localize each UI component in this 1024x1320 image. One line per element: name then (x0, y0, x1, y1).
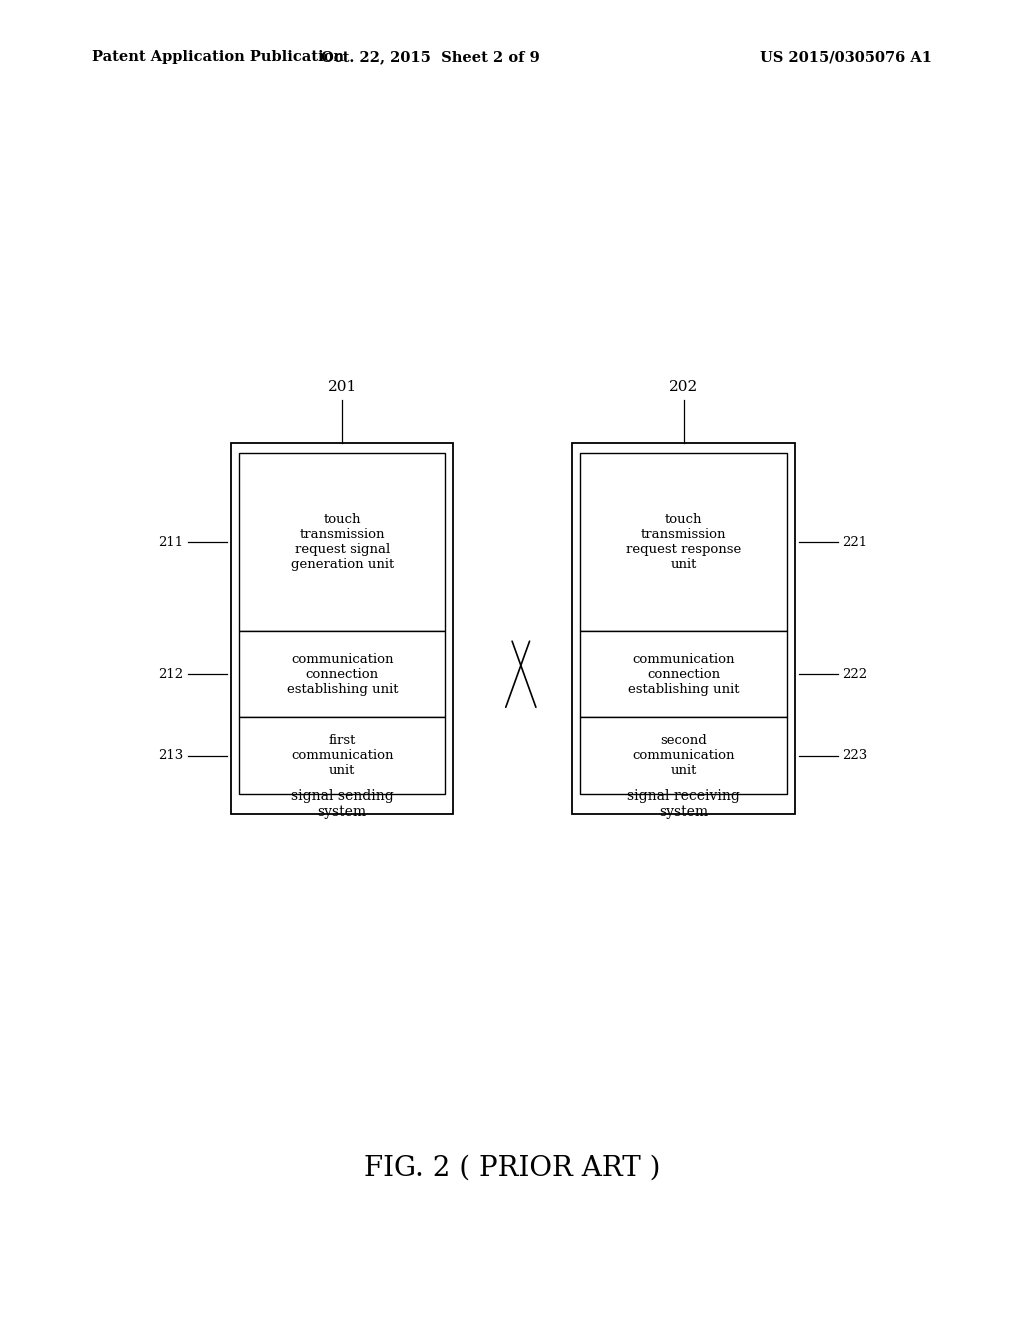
Bar (581, 631, 786, 718)
Text: 202: 202 (669, 380, 698, 395)
Text: 211: 211 (159, 536, 183, 549)
Text: signal receiving
system: signal receiving system (627, 789, 740, 818)
Text: 223: 223 (843, 748, 867, 762)
Text: Oct. 22, 2015  Sheet 2 of 9: Oct. 22, 2015 Sheet 2 of 9 (321, 50, 540, 65)
Bar (240, 718, 445, 793)
Bar (231, 444, 454, 814)
Text: touch
transmission
request signal
generation unit: touch transmission request signal genera… (291, 513, 394, 572)
Text: 222: 222 (843, 668, 867, 681)
Text: Patent Application Publication: Patent Application Publication (92, 50, 344, 65)
Bar (581, 453, 786, 631)
Text: 221: 221 (843, 536, 867, 549)
Bar (240, 631, 445, 718)
Text: 201: 201 (328, 380, 357, 395)
Text: touch
transmission
request response
unit: touch transmission request response unit (626, 513, 741, 572)
Text: communication
connection
establishing unit: communication connection establishing un… (628, 652, 739, 696)
Text: FIG. 2 ( PRIOR ART ): FIG. 2 ( PRIOR ART ) (364, 1155, 660, 1181)
Bar (581, 718, 786, 793)
Bar (572, 444, 795, 814)
Text: US 2015/0305076 A1: US 2015/0305076 A1 (760, 50, 932, 65)
Text: communication
connection
establishing unit: communication connection establishing un… (287, 652, 398, 696)
Bar (240, 453, 445, 631)
Text: first
communication
unit: first communication unit (291, 734, 393, 777)
Text: second
communication
unit: second communication unit (632, 734, 735, 777)
Text: signal sending
system: signal sending system (291, 789, 393, 818)
Text: 213: 213 (159, 748, 183, 762)
Text: 212: 212 (159, 668, 183, 681)
